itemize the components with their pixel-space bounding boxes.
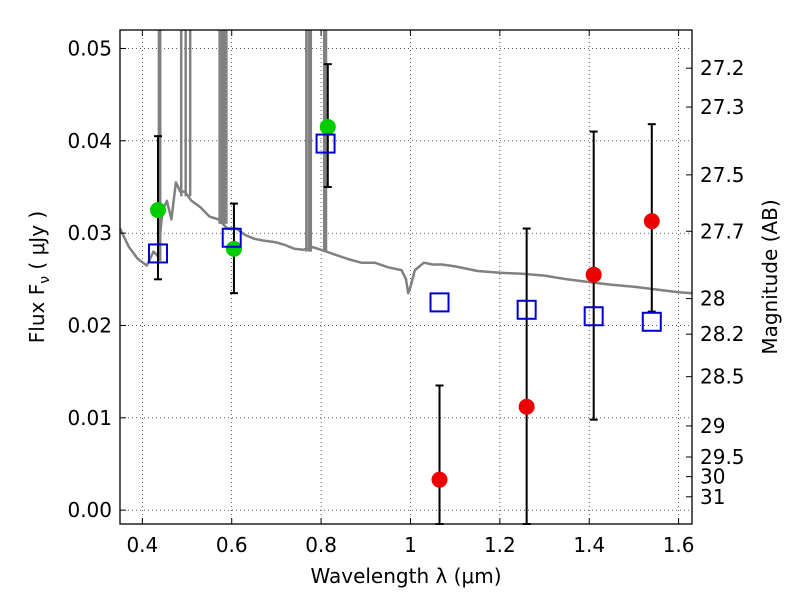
x-tick-label: 1.2	[484, 533, 516, 557]
square-marker	[641, 311, 662, 332]
square-marker	[516, 299, 537, 320]
data-markers	[147, 118, 662, 488]
y-tick-label: 0.03	[67, 221, 112, 245]
square-marker	[315, 133, 336, 154]
spectrum-continuum	[118, 181, 693, 295]
y-tick-label: 0.05	[67, 36, 112, 60]
mag-tick-label: 29.5	[700, 445, 745, 469]
mag-tick-label: 28.2	[700, 322, 745, 346]
axis-ticks: 0.4 0.6 0.8 1 1.2 1.4 1.6 0.00 0.01 0.02 0.03 0.04 0…	[67, 30, 745, 557]
x-axis-label: Wavelength λ (μm)	[310, 564, 501, 588]
mag-tick-label: 30	[700, 465, 725, 489]
circle-marker	[518, 398, 535, 415]
mag-tick-label: 27.2	[700, 56, 745, 80]
circle-marker	[149, 202, 166, 219]
model-spectrum	[118, 30, 693, 295]
mag-tick-label: 31	[700, 485, 725, 509]
x-tick-label: 1	[404, 533, 417, 557]
circle-marker	[225, 240, 242, 257]
y2-axis-label: Magnitude (AB)	[758, 199, 782, 354]
y-tick-label: 0.04	[67, 129, 112, 153]
mag-tick-label: 27.3	[700, 95, 745, 119]
square-marker	[147, 243, 168, 264]
circle-marker	[585, 266, 602, 283]
mag-tick-label: 28.5	[700, 365, 745, 389]
mag-tick-label: 28	[700, 287, 725, 311]
square-marker	[429, 292, 450, 313]
circle-marker	[319, 118, 336, 135]
error-bars	[153, 63, 656, 525]
y-tick-label: 0.01	[67, 406, 112, 430]
x-tick-label: 1.4	[573, 533, 605, 557]
x-tick-label: 1.6	[663, 533, 695, 557]
square-marker	[583, 306, 604, 327]
mag-tick-label: 27.7	[700, 219, 745, 243]
y-tick-label: 0.02	[67, 313, 112, 337]
x-tick-label: 0.8	[305, 533, 337, 557]
mag-tick-label: 29	[700, 414, 725, 438]
y-axis-label: Flux Fν ( μJy )	[25, 211, 53, 343]
y-axis-label-unit: ( μJy )	[25, 211, 49, 276]
x-tick-label: 0.4	[126, 533, 158, 557]
circle-marker	[643, 213, 660, 230]
y-axis-label-main: Flux F	[25, 284, 49, 343]
y-axis-label-subscript: ν	[37, 276, 53, 284]
mag-tick-label: 27.5	[700, 163, 745, 187]
x-tick-label: 0.6	[216, 533, 248, 557]
circle-marker	[431, 471, 448, 488]
square-marker	[221, 227, 242, 248]
plot-frame	[119, 29, 693, 525]
y-tick-label: 0.00	[67, 498, 112, 522]
